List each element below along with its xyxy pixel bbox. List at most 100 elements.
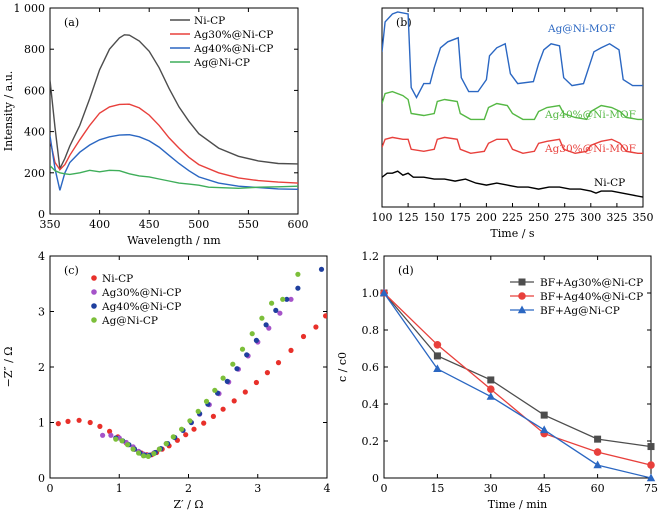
legend-label: Ag40%@Ni-CP: [101, 301, 181, 313]
data-point: [230, 361, 236, 367]
y-tick-label: 800: [24, 43, 45, 56]
y-tick-label: 1.0: [362, 287, 380, 300]
y-tick-label: 3: [38, 306, 45, 319]
legend-label: Ag40%@Ni-CP: [193, 43, 273, 55]
legend-label: Ni-CP: [102, 273, 133, 285]
series-line: [382, 11, 643, 99]
data-point: [125, 442, 131, 448]
data-point: [191, 426, 197, 432]
plot-area: [50, 34, 298, 191]
legend-marker: [518, 292, 526, 300]
data-point: [280, 296, 286, 302]
y-axis-label: c / c0: [336, 352, 349, 382]
legend-label: Ag@Ni-CP: [193, 57, 250, 69]
legend-label: BF+Ag@Ni-CP: [540, 305, 620, 317]
y-tick-label: 0.8: [362, 324, 380, 337]
data-point: [170, 434, 176, 440]
data-point: [113, 436, 119, 442]
data-point: [288, 296, 294, 302]
y-tick-label: 0: [38, 472, 45, 485]
x-tick-label: 250: [528, 211, 549, 224]
data-point: [540, 425, 549, 434]
series-line: [50, 34, 298, 172]
legend-marker: [91, 303, 97, 309]
x-tick-label: 60: [591, 482, 605, 495]
data-point: [212, 387, 218, 393]
series-line: [382, 170, 643, 198]
legend-marker: [91, 289, 97, 295]
data-point: [313, 324, 319, 330]
legend-marker: [518, 278, 526, 286]
data-point: [55, 421, 61, 427]
data-point: [87, 419, 93, 426]
x-axis-label: Wavelength / nm: [127, 234, 221, 247]
panel-label: (a): [64, 16, 79, 29]
data-point: [163, 441, 169, 447]
x-tick-label: 15: [430, 482, 444, 495]
y-axis-label: Intensity / a.u.: [2, 71, 15, 152]
x-tick-label: 275: [554, 211, 575, 224]
data-point: [259, 315, 265, 321]
data-point: [224, 378, 230, 384]
y-tick-label: 1.2: [362, 250, 380, 263]
data-point: [486, 392, 495, 400]
y-tick-label: 1: [38, 417, 45, 430]
data-point: [242, 389, 248, 395]
series-line: [383, 292, 652, 448]
plot-area: [55, 266, 327, 459]
data-point: [277, 310, 283, 316]
data-point: [433, 364, 442, 373]
data-point: [646, 473, 656, 482]
x-axis-label: Time / s: [490, 227, 534, 240]
y-tick-label: 4: [38, 250, 45, 263]
y-tick-label: 200: [24, 167, 45, 180]
data-point: [594, 435, 602, 443]
legend-label: Ag@Ni-CP: [101, 315, 158, 327]
y-tick-label: 0.6: [362, 361, 380, 374]
data-point: [295, 271, 301, 277]
panel-label: (c): [64, 264, 79, 277]
data-point: [100, 432, 106, 438]
data-point: [244, 352, 250, 358]
y-tick-label: 600: [24, 84, 45, 97]
x-tick-label: 100: [372, 211, 393, 224]
x-tick-label: 300: [580, 211, 601, 224]
data-point: [263, 322, 269, 328]
data-point: [234, 366, 240, 372]
data-point: [295, 285, 301, 291]
y-tick-label: 0: [372, 472, 379, 485]
data-point: [284, 296, 290, 302]
x-tick-label: 0: [381, 482, 388, 495]
data-point: [239, 346, 246, 352]
data-point: [179, 426, 185, 432]
series-label: Ag40%@Ni-MOF: [544, 109, 636, 121]
x-tick-label: 200: [476, 211, 497, 224]
legend-label: BF+Ag40%@Ni-CP: [540, 291, 643, 303]
legend-marker: [517, 305, 527, 314]
data-point: [145, 453, 151, 459]
x-tick-label: 150: [424, 211, 445, 224]
plot-area: [382, 11, 643, 198]
y-axis-label: −Z″ / Ω: [2, 347, 15, 388]
data-point: [318, 266, 325, 272]
x-axis-label: Time / min: [488, 498, 548, 511]
legend-marker: [91, 317, 97, 323]
x-tick-label: 350: [40, 218, 61, 231]
series-line: [383, 292, 652, 466]
data-point: [136, 450, 142, 456]
y-tick-label: 1 000: [14, 2, 46, 15]
x-tick-label: 600: [288, 218, 309, 231]
x-tick-label: 4: [324, 482, 331, 495]
data-point: [487, 376, 495, 384]
data-point: [433, 352, 441, 360]
data-point: [275, 360, 282, 366]
x-tick-label: 350: [633, 211, 654, 224]
x-tick-label: 3: [254, 482, 261, 495]
y-tick-label: 0: [38, 208, 45, 221]
data-point: [183, 432, 189, 438]
data-point: [300, 333, 307, 340]
data-point: [540, 411, 548, 419]
data-point: [273, 307, 279, 313]
x-tick-label: 2: [185, 482, 192, 495]
